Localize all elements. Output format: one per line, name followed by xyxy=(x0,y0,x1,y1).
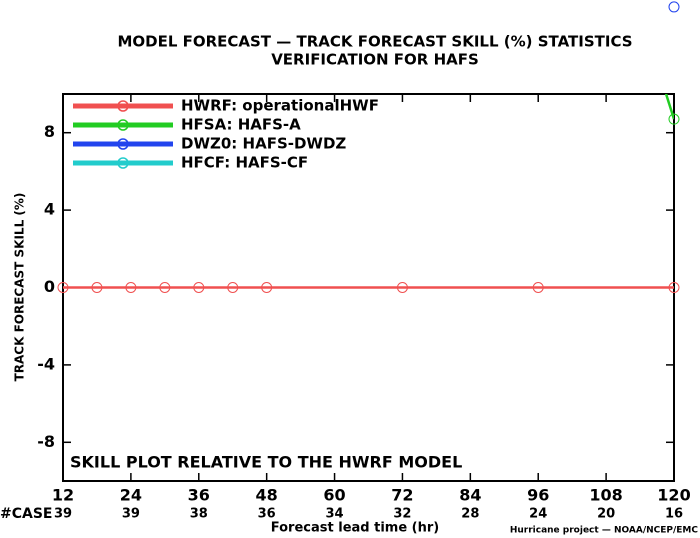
data-point xyxy=(227,282,239,293)
x-tick-label: 24 xyxy=(120,486,142,505)
x-tick-label: 96 xyxy=(527,486,549,505)
chart-title: MODEL FORECAST — TRACK FORECAST SKILL (%… xyxy=(117,33,632,51)
y-tick-label: 8 xyxy=(44,122,55,141)
legend-label: HWRF: operationalHWF xyxy=(181,97,379,115)
case-count: 16 xyxy=(665,507,683,522)
y-tick-label: -4 xyxy=(37,354,55,373)
legend-label: DWZ0: HAFS-DWDZ xyxy=(181,135,346,153)
y-axis-label: TRACK FORECAST SKILL (%) xyxy=(13,193,27,382)
data-point xyxy=(668,1,680,13)
case-count: 24 xyxy=(529,507,547,522)
y-tick-label: 0 xyxy=(44,277,55,296)
x-tick-label: 12 xyxy=(52,486,74,505)
x-tick-label: 84 xyxy=(459,486,481,505)
case-count: 20 xyxy=(597,507,615,522)
data-point xyxy=(125,282,137,293)
case-count: 36 xyxy=(258,507,276,522)
y-tick-label: 4 xyxy=(44,200,55,219)
legend-label: HFCF: HAFS-CF xyxy=(181,154,308,172)
legend-marker xyxy=(117,100,129,112)
legend-marker xyxy=(117,138,129,150)
x-axis-label: Forecast lead time (hr) xyxy=(271,521,439,536)
data-point xyxy=(57,282,69,293)
x-tick-label: 72 xyxy=(391,486,413,505)
case-count: 32 xyxy=(393,507,411,522)
case-count: 38 xyxy=(190,507,208,522)
x-tick-label: 36 xyxy=(188,486,210,505)
case-count: 39 xyxy=(122,507,140,522)
x-tick-label: 120 xyxy=(657,486,690,505)
legend-marker xyxy=(117,119,129,131)
data-point xyxy=(668,113,680,125)
chart-subtitle: VERIFICATION FOR HAFS xyxy=(271,51,479,69)
data-point xyxy=(261,282,273,293)
data-point xyxy=(91,282,103,293)
data-point xyxy=(159,282,171,293)
case-count: 39 xyxy=(54,507,72,522)
data-point xyxy=(396,282,408,293)
data-point xyxy=(532,282,544,293)
x-tick-label: 60 xyxy=(323,486,345,505)
x-tick-label: 108 xyxy=(589,486,622,505)
data-point xyxy=(193,282,205,293)
credit: Hurricane project — NOAA/NCEP/EMC xyxy=(510,526,699,536)
plot-area xyxy=(63,94,674,289)
case-count: 28 xyxy=(461,507,479,522)
annotation: SKILL PLOT RELATIVE TO THE HWRF MODEL xyxy=(70,453,462,472)
case-label: #CASE xyxy=(0,506,53,522)
data-point xyxy=(668,282,680,293)
legend-marker xyxy=(117,157,129,169)
y-tick-label: -8 xyxy=(37,432,55,451)
x-tick-label: 48 xyxy=(256,486,278,505)
case-count: 34 xyxy=(326,507,344,522)
legend-label: HFSA: HAFS-A xyxy=(181,116,301,134)
